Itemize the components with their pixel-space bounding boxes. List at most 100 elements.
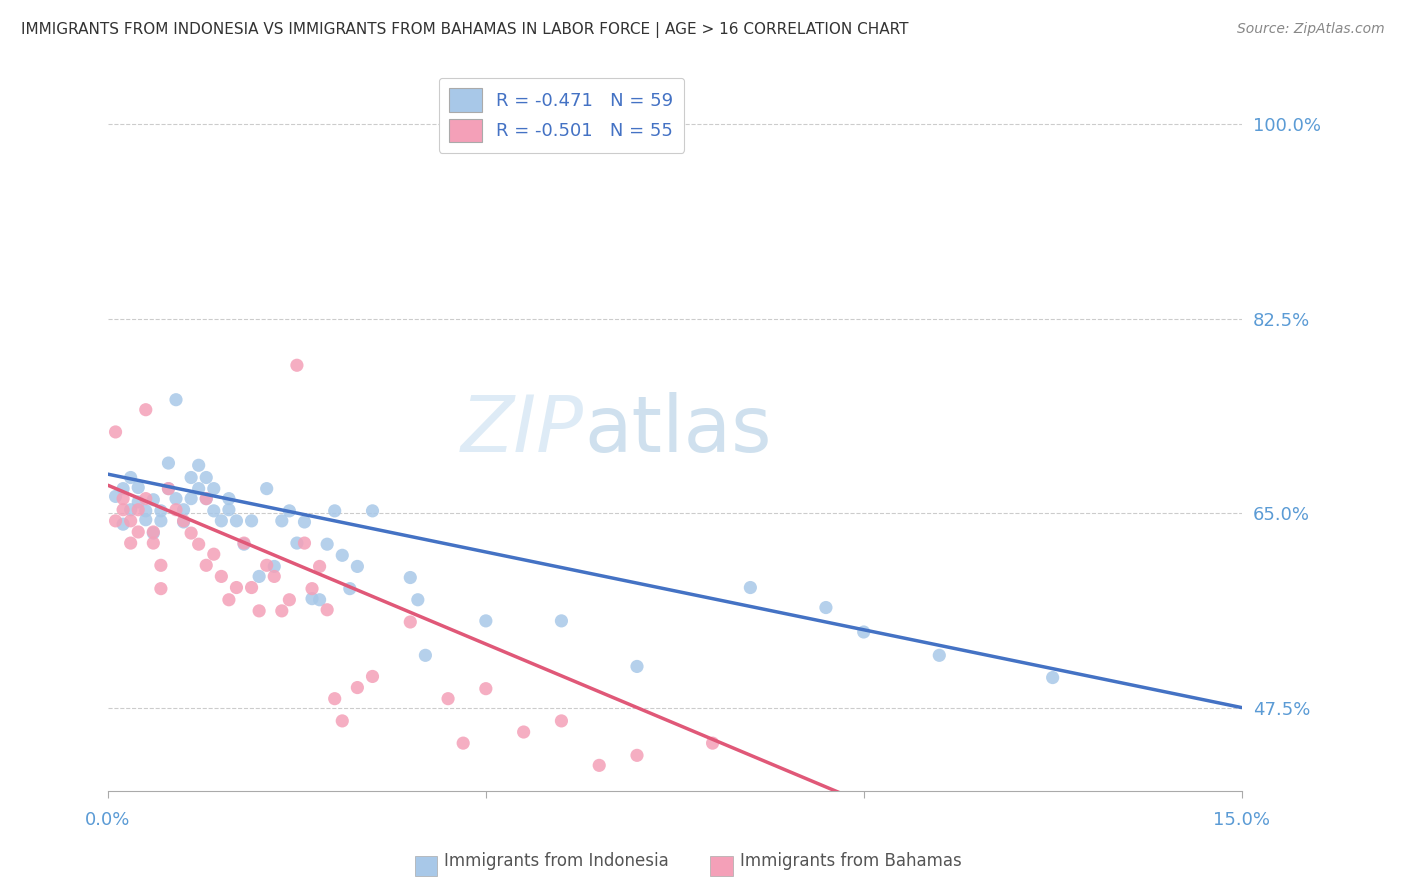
- Point: [285, 358, 308, 372]
- Point: [157, 482, 180, 496]
- Text: IMMIGRANTS FROM INDONESIA VS IMMIGRANTS FROM BAHAMAS IN LABOR FORCE | AGE > 16 C: IMMIGRANTS FROM INDONESIA VS IMMIGRANTS …: [21, 22, 908, 38]
- Point: [149, 582, 172, 596]
- Point: [814, 600, 837, 615]
- Point: [225, 581, 247, 595]
- Point: [330, 714, 353, 728]
- Point: [415, 648, 437, 663]
- Point: [475, 614, 498, 628]
- Point: [173, 515, 195, 529]
- Point: [852, 625, 875, 640]
- Point: [475, 681, 498, 696]
- Point: [240, 581, 263, 595]
- Point: [120, 536, 142, 550]
- Text: atlas: atlas: [583, 392, 772, 467]
- Point: [626, 659, 648, 673]
- Point: [346, 559, 368, 574]
- Point: [361, 669, 384, 683]
- Point: [180, 526, 202, 541]
- Point: [135, 491, 157, 506]
- Point: [256, 558, 278, 573]
- Point: [285, 536, 308, 550]
- Point: [778, 814, 800, 828]
- Point: [218, 502, 240, 516]
- Point: [247, 604, 270, 618]
- Point: [928, 648, 950, 663]
- Point: [740, 581, 762, 595]
- Point: [195, 491, 218, 506]
- Point: [112, 482, 135, 496]
- Point: [104, 425, 127, 439]
- Point: [173, 502, 195, 516]
- Point: [278, 504, 301, 518]
- Point: [142, 524, 165, 539]
- Point: [135, 504, 157, 518]
- Point: [512, 725, 534, 739]
- Point: [301, 591, 323, 606]
- Point: [142, 492, 165, 507]
- Point: [180, 470, 202, 484]
- Point: [256, 482, 278, 496]
- Point: [165, 491, 187, 506]
- Point: [127, 495, 149, 509]
- Point: [233, 536, 256, 550]
- Point: [451, 736, 474, 750]
- Point: [187, 458, 209, 473]
- Point: [127, 524, 149, 539]
- Point: [202, 547, 225, 561]
- Point: [247, 569, 270, 583]
- Point: [399, 615, 422, 629]
- Point: [135, 513, 157, 527]
- Point: [104, 490, 127, 504]
- Point: [225, 514, 247, 528]
- Point: [142, 526, 165, 541]
- Point: [308, 592, 330, 607]
- Point: [437, 691, 460, 706]
- Point: [165, 392, 187, 407]
- Point: [588, 758, 610, 772]
- Point: [406, 592, 429, 607]
- Point: [195, 470, 218, 484]
- Point: [120, 514, 142, 528]
- Point: [301, 582, 323, 596]
- Point: [399, 570, 422, 584]
- Point: [157, 456, 180, 470]
- Point: [195, 558, 218, 573]
- Point: [187, 537, 209, 551]
- Point: [173, 514, 195, 528]
- Point: [278, 592, 301, 607]
- Point: [187, 482, 209, 496]
- Point: [209, 514, 232, 528]
- Point: [323, 691, 346, 706]
- Point: [323, 504, 346, 518]
- Point: [330, 549, 353, 563]
- Point: [316, 537, 339, 551]
- Point: [120, 502, 142, 516]
- Point: [263, 559, 285, 574]
- Point: [740, 803, 762, 817]
- Point: [361, 504, 384, 518]
- Point: [626, 748, 648, 763]
- Point: [149, 558, 172, 573]
- Text: Immigrants from Indonesia: Immigrants from Indonesia: [444, 852, 669, 870]
- Point: [270, 604, 292, 618]
- Point: [195, 491, 218, 506]
- Point: [316, 603, 339, 617]
- Point: [308, 559, 330, 574]
- Point: [120, 470, 142, 484]
- Point: [233, 537, 256, 551]
- Point: [149, 504, 172, 518]
- Point: [157, 482, 180, 496]
- Text: 15.0%: 15.0%: [1213, 811, 1270, 829]
- Point: [294, 515, 316, 529]
- Point: [218, 491, 240, 506]
- Point: [1042, 671, 1064, 685]
- Text: Immigrants from Bahamas: Immigrants from Bahamas: [740, 852, 962, 870]
- Point: [135, 402, 157, 417]
- Point: [263, 569, 285, 583]
- Point: [165, 502, 187, 516]
- Point: [550, 614, 572, 628]
- Point: [702, 736, 724, 750]
- Point: [218, 592, 240, 607]
- Point: [149, 514, 172, 528]
- Legend: R = -0.471   N = 59, R = -0.501   N = 55: R = -0.471 N = 59, R = -0.501 N = 55: [439, 78, 685, 153]
